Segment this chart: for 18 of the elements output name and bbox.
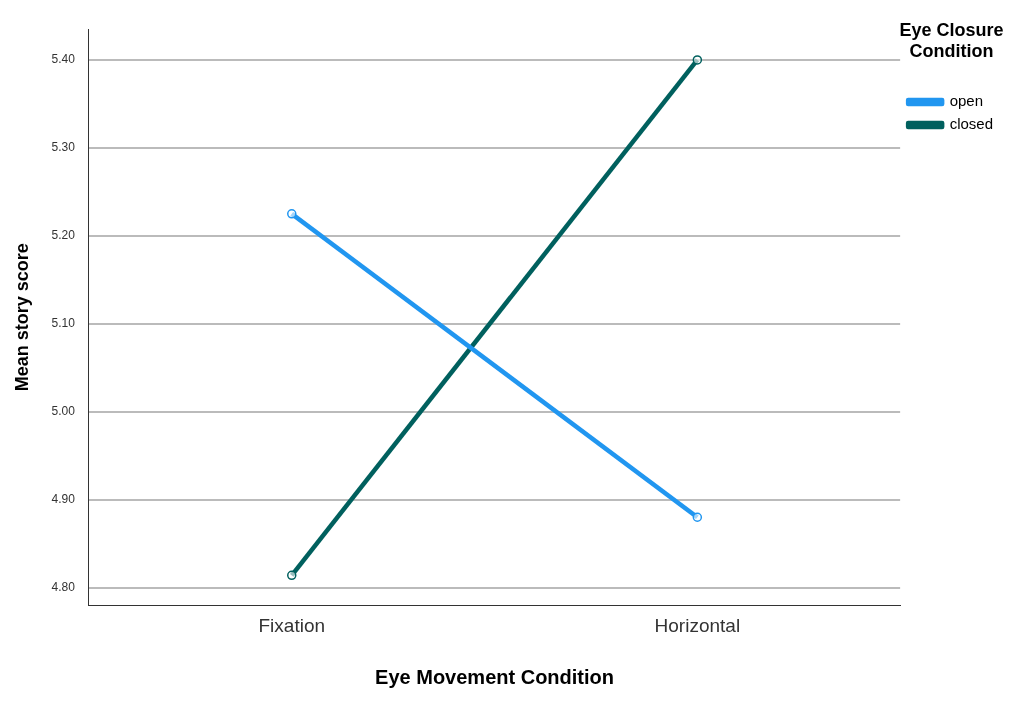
y-tick-label: 4.90	[51, 491, 76, 506]
y-axis-title: Mean story score	[11, 243, 32, 392]
legend-label: open	[949, 92, 984, 110]
legend-title: Eye Closure Condition	[899, 19, 1004, 61]
y-tick-label: 5.10	[51, 316, 76, 331]
point	[692, 55, 703, 65]
y-tick-label: 5.20	[51, 228, 76, 243]
point	[287, 570, 297, 581]
x-tick-label: Horizontal	[654, 614, 741, 636]
y-tick-label: 5.40	[51, 52, 76, 67]
x-tick-label: Fixation	[258, 614, 326, 636]
y-tick-label: 5.30	[51, 140, 76, 155]
legend-label: closed	[949, 115, 993, 133]
y-tick-label: 5.00	[51, 404, 76, 419]
x-axis-title: Eye Movement Condition	[375, 665, 614, 688]
point	[287, 209, 297, 219]
y-tick-label: 4.80	[51, 579, 76, 594]
point	[692, 512, 703, 523]
